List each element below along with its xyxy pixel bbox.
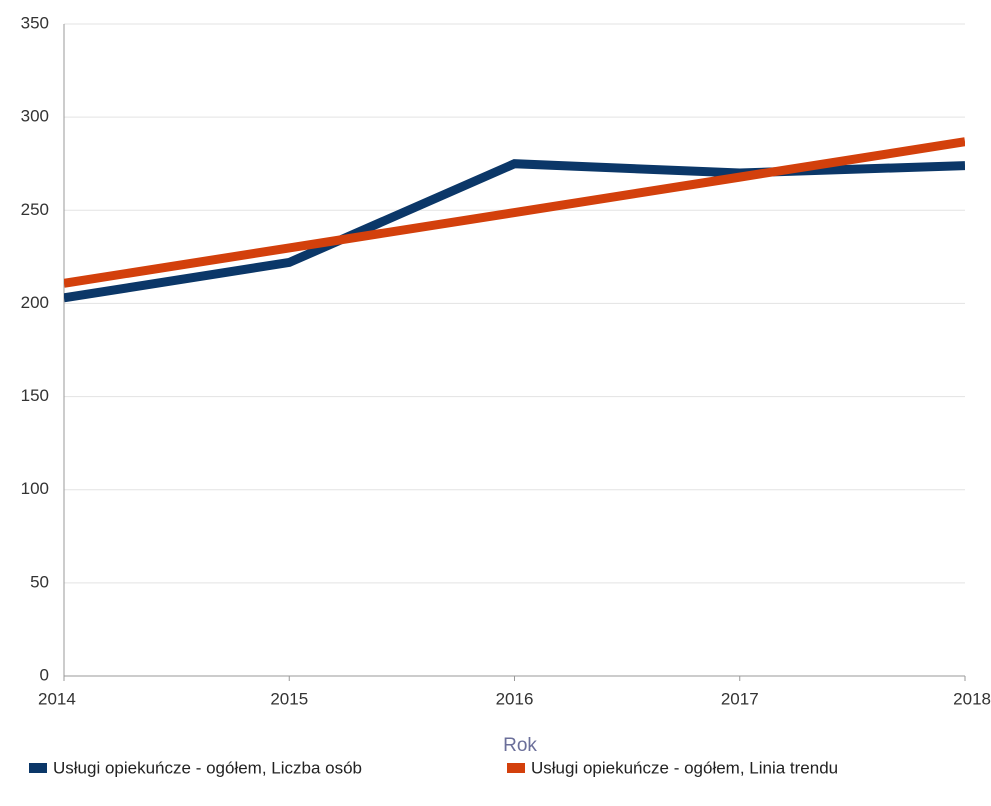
x-tick-label: 2017	[721, 689, 759, 708]
y-tick-label: 150	[21, 386, 49, 405]
legend-text: Usługi opiekuńcze - ogółem, Liczba osób	[53, 758, 362, 777]
x-tick-label: 2016	[496, 689, 534, 708]
x-tick-label: 2015	[270, 689, 308, 708]
x-tick-label: 2014	[38, 689, 76, 708]
y-tick-label: 0	[40, 665, 49, 684]
x-axis-label: Rok	[503, 735, 537, 756]
y-tick-label: 200	[21, 293, 49, 312]
y-tick-label: 100	[21, 479, 49, 498]
legend-swatch	[29, 763, 47, 773]
x-tick-label: 2018	[953, 689, 991, 708]
y-tick-label: 250	[21, 200, 49, 219]
y-tick-label: 50	[30, 572, 49, 591]
y-tick-label: 350	[21, 13, 49, 32]
series-line	[64, 137, 965, 288]
series-line	[64, 159, 965, 303]
legend-text: Usługi opiekuńcze - ogółem, Linia trendu	[531, 758, 838, 777]
legend-swatch	[507, 763, 525, 773]
y-tick-label: 300	[21, 107, 49, 126]
